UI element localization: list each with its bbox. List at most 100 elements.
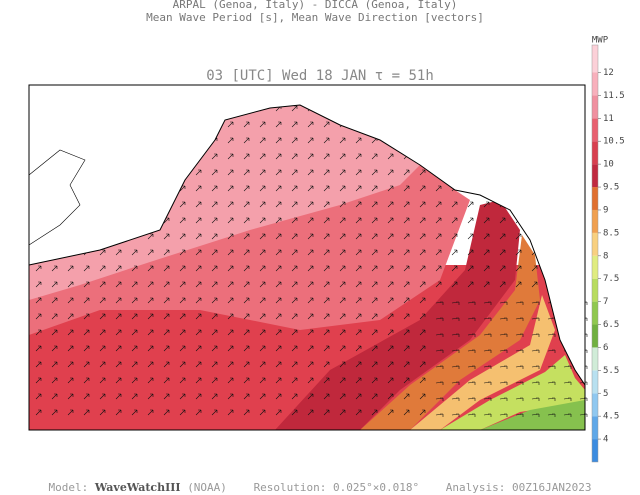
vector [531,365,540,369]
vector [307,297,314,304]
vector [547,365,556,369]
vector [403,265,410,272]
header-line1: ARPAL (Genoa, Italy) - DICCA (Genoa, Ita… [173,0,458,11]
vector [387,249,394,256]
vector [67,393,74,400]
vector [387,185,394,192]
vector [259,217,266,224]
vector [371,153,378,160]
model-org: (NOAA) [187,481,227,494]
vector [131,393,138,400]
vector [259,393,266,400]
colorbar: MWP 4 4.5 5 5.5 6 6.5 7 7.5 8 8.5 9 9.5 10 10.5 11 11.5… [591,36,625,463]
vector [547,333,556,337]
vector [211,409,218,416]
vector [307,137,314,144]
vector [179,201,186,208]
vector [227,345,234,352]
vector [115,345,122,352]
vector [419,217,426,224]
vector [451,317,460,321]
vector [51,297,58,304]
vector [291,409,298,416]
resolution: Resolution: 0.025°×0.018° [254,481,420,494]
vector [339,169,346,176]
vector [451,281,458,288]
vector [307,169,314,176]
colorbar-segment [592,278,598,302]
vector [83,313,90,320]
sea-dark-red [275,200,520,430]
colorbar-tick-label: 6 [603,343,608,353]
colorbar-segment [592,187,598,210]
vector [371,297,378,304]
vector [147,265,154,272]
vector [435,333,444,337]
colorbar-segment [592,370,598,394]
vector [259,121,266,128]
vector [259,361,266,368]
vector [195,169,202,176]
vector [291,297,298,304]
vector [371,233,378,240]
vector [371,281,378,288]
vector [275,265,282,272]
vector [147,377,154,384]
vector [435,301,444,305]
vector [115,377,122,384]
vector [83,297,90,304]
vector [115,361,122,368]
vector [275,217,282,224]
vector [323,329,330,336]
vector [371,201,378,208]
vector [147,361,154,368]
sea-light-orange [410,295,555,430]
vector [67,345,74,352]
vector [195,217,202,224]
vector [403,249,410,256]
vector [403,217,410,224]
vector [67,329,74,336]
vector [531,397,540,401]
vector [291,377,298,384]
vector [243,409,250,416]
vector [259,249,266,256]
vector [451,217,458,224]
vector [451,233,458,240]
vector [515,281,522,288]
colorbar-segment [592,439,598,462]
vector [195,329,202,336]
vector [259,265,266,272]
vector [403,201,410,208]
vector [387,169,394,176]
vector [323,153,330,160]
vector [419,345,426,352]
vector [435,349,444,353]
vector [147,313,154,320]
vector [355,265,362,272]
vector [131,313,138,320]
vector [291,185,298,192]
vector [339,217,346,224]
vector [147,329,154,336]
vector [483,317,492,321]
vector [259,185,266,192]
vector [67,377,74,384]
vector [275,393,282,400]
vector [67,265,74,272]
vector [483,413,492,417]
vector [51,361,58,368]
vector [163,297,170,304]
vector [83,393,90,400]
colorbar-segment [592,416,598,440]
colorbar-tick-label: 4.5 [603,412,619,422]
vector [339,249,346,256]
vector [259,345,266,352]
model: WaveWatchIII [94,481,181,494]
colorbar-segment [592,255,598,279]
vector [419,393,426,400]
vector [243,169,250,176]
vector [51,329,58,336]
vector [323,249,330,256]
vector [227,153,234,160]
